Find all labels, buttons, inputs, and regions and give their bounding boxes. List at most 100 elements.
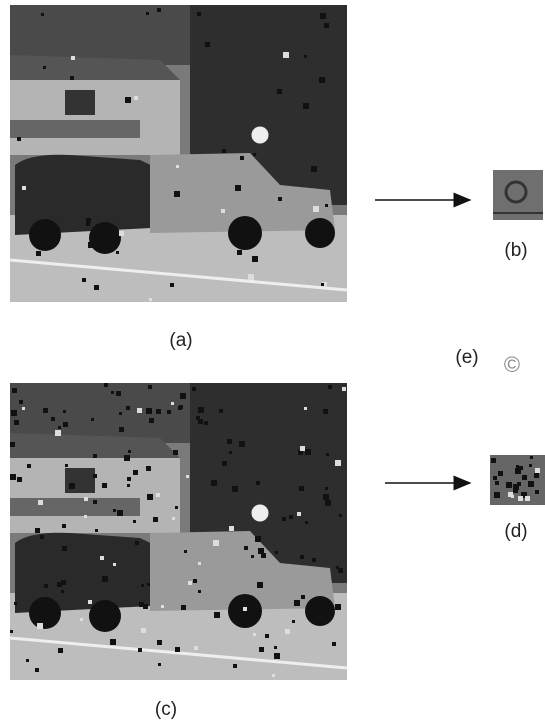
noise-block (40, 535, 44, 539)
noise-block (292, 620, 295, 623)
noise-block (325, 500, 331, 506)
noise-block (259, 647, 264, 652)
noise-block (294, 600, 300, 606)
noise-block (175, 506, 178, 509)
noise-block (63, 410, 66, 413)
noise-block (93, 611, 97, 615)
noise-block (172, 517, 175, 520)
noise-block (274, 646, 277, 649)
noise-block (14, 420, 19, 425)
noise-block (304, 55, 307, 58)
noise-block (86, 222, 90, 226)
noise-block (91, 418, 94, 421)
noise-block (198, 419, 203, 424)
noise-block (255, 536, 261, 542)
noise-block (139, 602, 144, 607)
noise-block (95, 529, 98, 532)
noise-block (12, 388, 17, 393)
noise-block (157, 8, 161, 12)
noise-block (277, 89, 282, 94)
noise-block (146, 12, 149, 15)
noise-block (513, 484, 519, 490)
noise-block (285, 629, 290, 634)
noise-block (179, 405, 183, 409)
noise-block (252, 256, 258, 262)
noise-block (156, 493, 160, 497)
noise-block (311, 166, 317, 172)
noise-block (251, 555, 254, 558)
noise-block (301, 595, 305, 599)
noise-block (147, 494, 153, 500)
photo-c (10, 383, 347, 680)
noise-block (14, 602, 17, 605)
noise-block (180, 393, 186, 399)
noise-block (170, 283, 174, 287)
noise-block (149, 418, 154, 423)
noise-block (181, 605, 186, 610)
noise-block (133, 520, 136, 523)
noise-block (244, 613, 248, 617)
noise-block (80, 618, 83, 621)
noise-block (175, 647, 180, 652)
noise-block (522, 475, 527, 480)
noise-block (193, 579, 197, 583)
noise-block (211, 480, 217, 486)
noise-block (529, 464, 532, 467)
noise-block (312, 558, 316, 562)
noise-block (22, 407, 25, 410)
noise-block (274, 653, 280, 659)
noise-block (61, 590, 64, 593)
noise-block (126, 406, 130, 410)
noise-block (62, 546, 67, 551)
noise-block (335, 604, 341, 610)
noise-block (100, 556, 104, 560)
noise-block (319, 77, 325, 83)
noise-block (243, 607, 247, 611)
noise-block (221, 209, 225, 213)
noise-block (41, 13, 44, 16)
noise-block (84, 497, 88, 501)
noise-block (261, 553, 266, 558)
noise-block (300, 446, 305, 451)
noise-block (146, 408, 152, 414)
noise-block (184, 550, 187, 553)
noise-block (214, 612, 220, 618)
noise-block (17, 137, 21, 141)
noise-block (119, 427, 124, 432)
noise-block (253, 153, 256, 156)
noise-block (149, 298, 152, 301)
noise-block (43, 66, 46, 69)
noise-block (194, 646, 198, 650)
noise-block (278, 197, 282, 201)
noise-block (336, 566, 339, 569)
noise-block (321, 283, 324, 286)
noise-block (93, 474, 97, 478)
noise-block (516, 465, 519, 468)
watermark: © (504, 352, 520, 377)
noise-block (328, 385, 332, 389)
panel-label: (e) (455, 347, 478, 368)
noise-block (491, 458, 496, 463)
noise-block (93, 500, 97, 504)
noise-block (326, 453, 329, 456)
noise-block (141, 628, 146, 633)
noise-block (244, 546, 248, 550)
noise-block (138, 648, 142, 652)
noise-block (70, 76, 74, 80)
noise-block (186, 475, 189, 478)
panel-label: (b) (504, 240, 527, 261)
noise-block (325, 204, 328, 207)
noise-block (116, 251, 119, 254)
noise-block (147, 583, 150, 586)
noise-block (198, 407, 204, 413)
noise-block (117, 510, 123, 516)
noise-block (198, 562, 201, 565)
noise-block (119, 412, 122, 415)
noise-block (10, 630, 13, 633)
noise-block (229, 526, 234, 531)
noise-block (495, 481, 499, 485)
noise-block (108, 619, 113, 624)
figure: (a) (b) (e) © (c) (d) (0, 0, 545, 724)
photo-b (493, 170, 543, 220)
noise-block (88, 242, 94, 248)
